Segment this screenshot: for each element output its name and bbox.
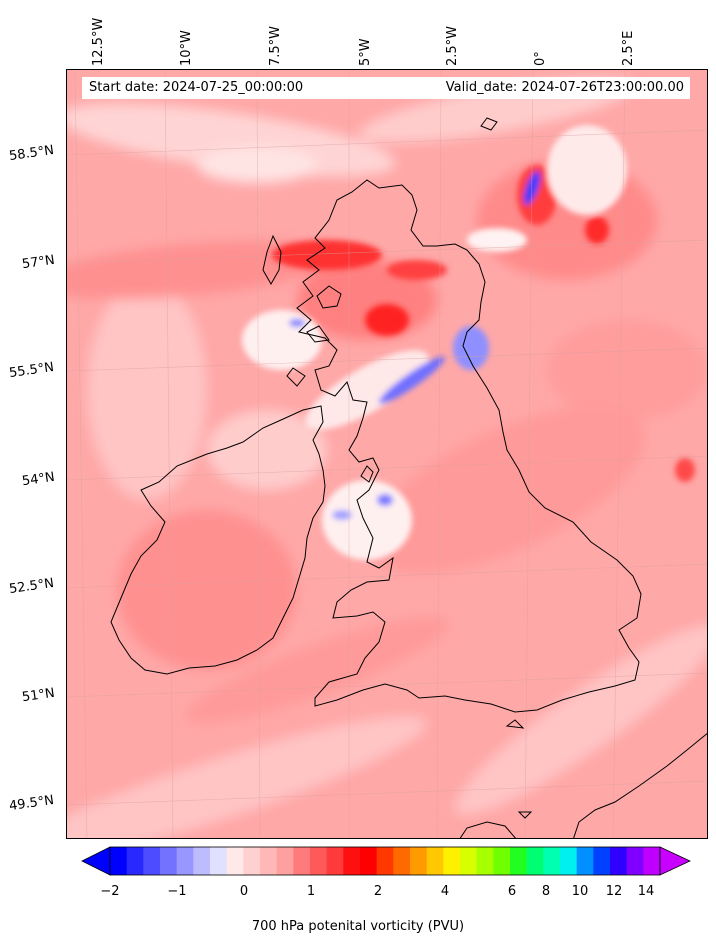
colorbar-tick-label: 0	[239, 884, 249, 899]
colorbar-segment	[476, 847, 494, 875]
run-info-bar: Start date: 2024-07-25_00:00:00 Valid_da…	[82, 77, 690, 99]
colorbar-tick-label: 8	[541, 884, 551, 899]
colorbar-tick-label: 6	[507, 884, 517, 899]
colorbar-segment	[293, 847, 311, 875]
colorbar-segment	[343, 847, 361, 875]
colorbar-tick-label: 10	[571, 884, 589, 899]
colorbar-segment	[276, 847, 294, 875]
colorbar-segment	[176, 847, 194, 875]
mull-coastline	[306, 325, 330, 343]
ireland-coastline	[110, 405, 326, 675]
western-isles-coastline	[262, 234, 282, 286]
colorbar-segment	[643, 847, 661, 875]
colorbar-segment	[543, 847, 561, 875]
lon-tick-label: 10°W	[179, 30, 194, 66]
colorbar-segment	[243, 847, 261, 875]
colorbar-title: 700 hPa potenital vorticity (PVU)	[251, 919, 465, 934]
colorbar-segment	[126, 847, 144, 875]
colorbar-tick-label: 12	[605, 884, 623, 899]
lon-tick-label: 7.5°W	[268, 25, 283, 66]
lat-tick-label: 58.5°N	[8, 142, 55, 165]
coastlines	[110, 117, 707, 838]
colorbar-frame	[109, 846, 661, 876]
colorbar-tick-label: 4	[440, 884, 450, 899]
colorbar	[81, 846, 691, 876]
lat-tick-label: 51°N	[21, 685, 56, 706]
colorbar-tick-label: −2	[100, 884, 120, 899]
colorbar-segment	[160, 847, 178, 875]
lat-tick-label: 54°N	[21, 469, 56, 490]
colorbar-segment	[410, 847, 428, 875]
start-date-label: Start date: 2024-07-25_00:00:00	[89, 80, 304, 95]
skye-coastline	[316, 285, 342, 309]
continent-coastline	[573, 732, 707, 838]
lat-tick-label: 49.5°N	[8, 792, 55, 815]
channel-islands-coastline	[517, 811, 533, 819]
pv-field	[67, 70, 707, 838]
colorbar-segment	[560, 847, 578, 875]
colorbar-segment	[326, 847, 344, 875]
brittany-coastline	[459, 821, 516, 838]
colorbar-segment	[426, 847, 444, 875]
lat-tick-label: 52.5°N	[8, 575, 55, 598]
colorbar-segment	[510, 847, 528, 875]
colorbar-segment	[460, 847, 478, 875]
colorbar-segment	[310, 847, 328, 875]
colorbar-tick-label: 2	[373, 884, 383, 899]
colorbar-segment	[210, 847, 228, 875]
colorbar-segment	[493, 847, 511, 875]
colorbar-segment	[593, 847, 611, 875]
isle-of-man-coastline	[360, 465, 374, 483]
colorbar-segment	[393, 847, 411, 875]
pv-map: Start date: 2024-07-25_00:00:00 Valid_da…	[66, 69, 708, 839]
lat-tick-label: 55.5°N	[8, 359, 55, 382]
great-britain-coastline	[296, 179, 642, 713]
lon-tick-label: 2.5°W	[445, 25, 460, 66]
lon-tick-label: 12.5°W	[91, 17, 106, 66]
lon-tick-label: 2.5°E	[621, 30, 636, 66]
colorbar-extend-high	[659, 846, 691, 876]
colorbar-extend-low	[81, 846, 111, 876]
colorbar-tick-label: 14	[637, 884, 655, 899]
colorbar-tick-label: −1	[167, 884, 187, 899]
isle-of-wight-coastline	[505, 719, 525, 729]
colorbar-segment	[143, 847, 161, 875]
colorbar-segment	[193, 847, 211, 875]
colorbar-segment	[443, 847, 461, 875]
colorbar-segment	[260, 847, 278, 875]
lon-tick-label: 5°W	[358, 38, 373, 66]
colorbar-segment	[110, 847, 128, 875]
orkney-coastline	[480, 117, 498, 131]
colorbar-segment	[360, 847, 378, 875]
valid-date-label: Valid_date: 2024-07-26T23:00:00.00	[445, 80, 684, 95]
lat-tick-label: 57°N	[21, 252, 56, 273]
lon-tick-label: 0°	[533, 51, 548, 66]
islay-coastline	[286, 367, 306, 387]
colorbar-segment	[576, 847, 594, 875]
colorbar-segment	[626, 847, 644, 875]
colorbar-segment	[526, 847, 544, 875]
colorbar-segment	[376, 847, 394, 875]
colorbar-segment	[226, 847, 244, 875]
colorbar-tick-label: 1	[306, 884, 316, 899]
colorbar-segment	[610, 847, 628, 875]
